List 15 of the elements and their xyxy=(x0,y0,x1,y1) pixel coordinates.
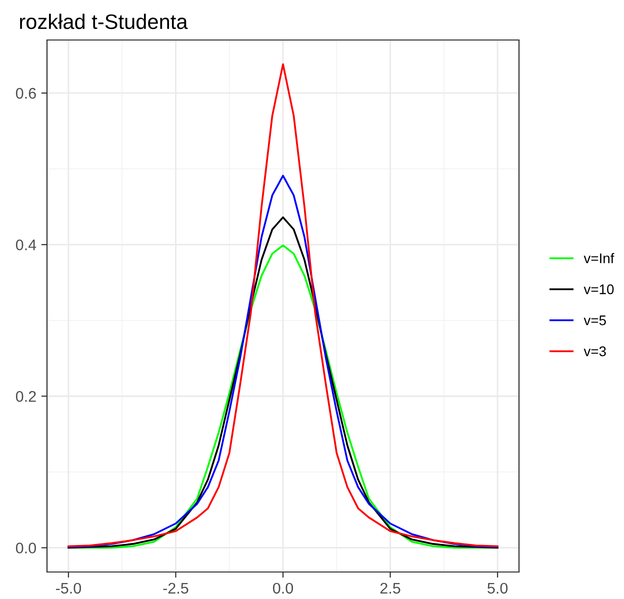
x-tick-label: 2.5 xyxy=(380,582,400,594)
legend-label: v=5 xyxy=(584,316,606,326)
y-tick-label: 0.4 xyxy=(16,239,36,250)
line-series xyxy=(68,63,498,548)
y-tick-label: 0.0 xyxy=(16,542,36,554)
x-tick-label: 5.0 xyxy=(488,582,508,594)
x-tick-label: -2.5 xyxy=(163,582,188,594)
y-tick-label: 0.6 xyxy=(16,88,36,99)
legend-label: v=Inf xyxy=(584,253,614,264)
legend-label: v=3 xyxy=(584,346,606,356)
x-tick-label: -5.0 xyxy=(56,582,82,594)
chart-title: rozkład t-Studenta xyxy=(20,14,188,30)
legend-label: v=10 xyxy=(584,284,614,294)
y-tick-label: 0.2 xyxy=(16,391,36,402)
x-tick-label: 0.0 xyxy=(272,582,294,594)
